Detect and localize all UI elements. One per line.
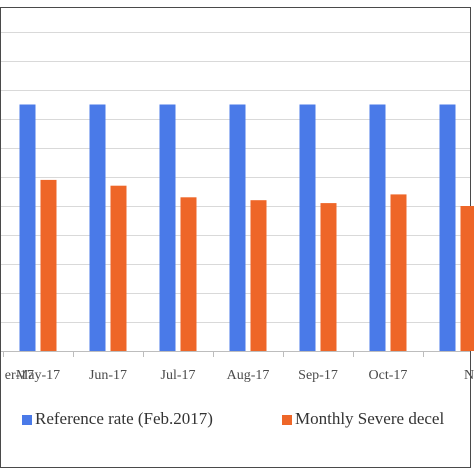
x-tick-label: N [464,368,474,383]
legend-label-reference: Reference rate (Feb.2017) [35,409,213,428]
reference-rate-bar [369,104,386,351]
reference-rate-bar [439,104,456,351]
monthly-rate-bar [460,206,474,351]
legend: Reference rate (Feb.2017) Monthly Severe … [22,409,444,428]
reference-rate-bar [299,104,316,351]
legend-label-monthly: Monthly Severe decel [295,409,444,428]
legend-swatch-reference [22,415,32,425]
x-tick-label: Sep-17 [298,368,338,383]
x-tick-label: Jul-17 [161,368,196,383]
monthly-rate-bar [320,203,337,351]
reference-rate-bar [19,104,36,351]
x-tick-label: Jun-17 [89,368,127,383]
x-tick-label: Oct-17 [369,368,408,383]
reference-rate-bar [159,104,176,351]
x-tick-label: May-17 [16,368,60,383]
bars [19,104,474,351]
monthly-rate-bar [40,179,57,351]
monthly-rate-bar [180,197,197,351]
reference-rate-bar [229,104,246,351]
x-tick-label: er-17 [5,368,34,383]
monthly-rate-bar [390,194,407,351]
legend-swatch-monthly [282,415,292,425]
reference-rate-bar [89,104,106,351]
monthly-rate-bar [250,200,267,351]
monthly-rate-bar [110,185,127,351]
x-tick-label: Aug-17 [227,368,270,383]
